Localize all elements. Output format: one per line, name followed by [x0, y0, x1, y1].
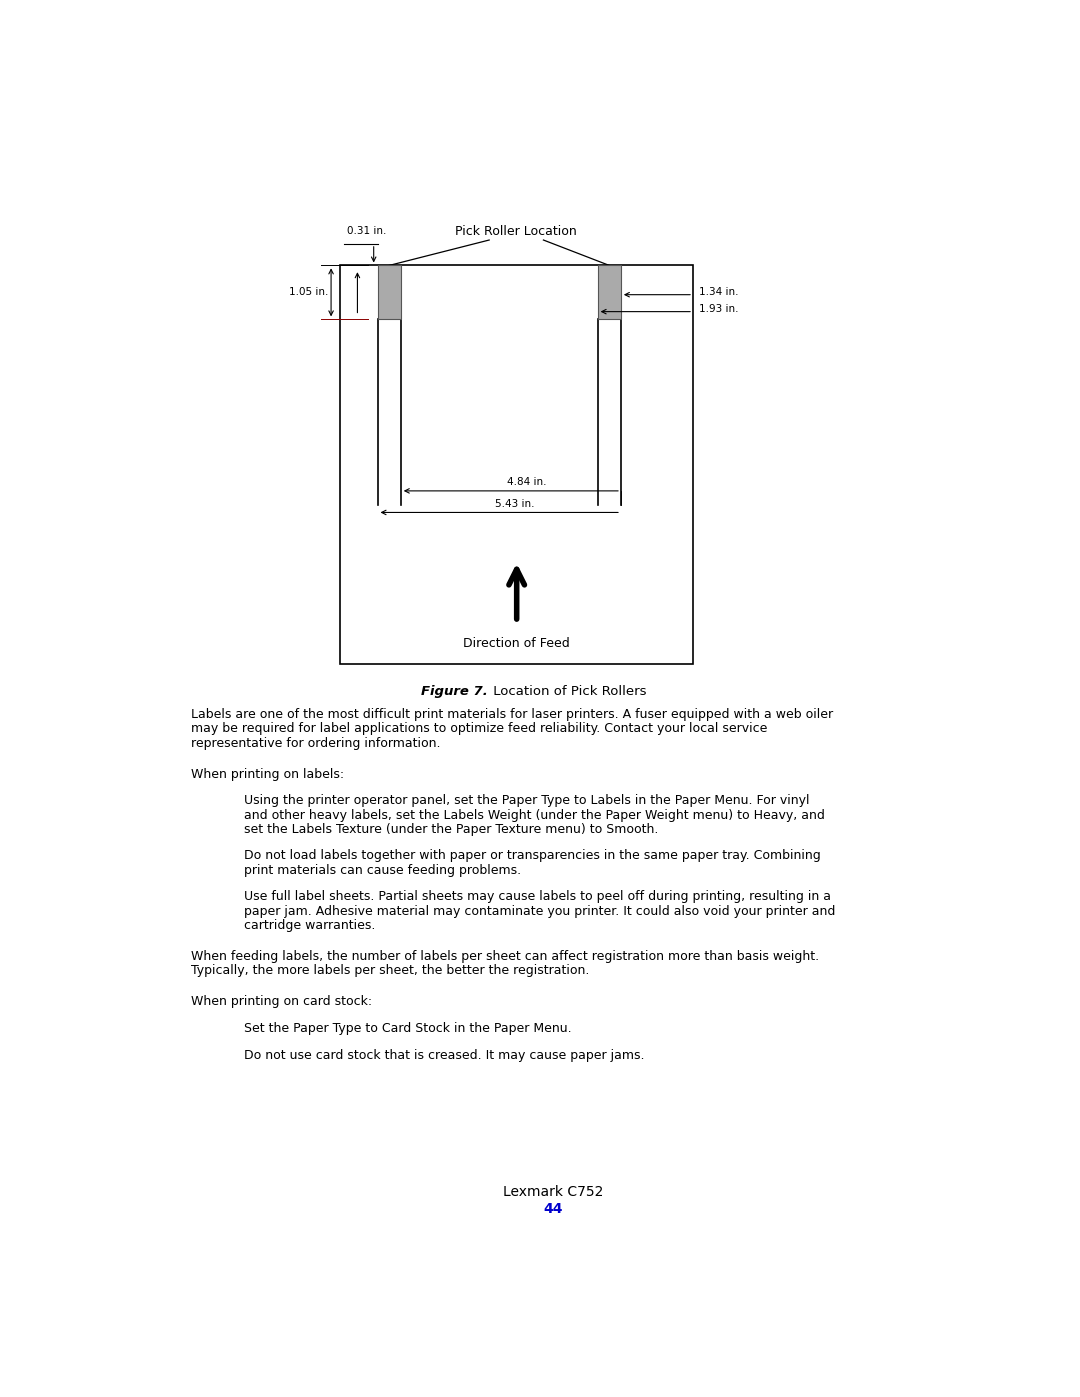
Text: representative for ordering information.: representative for ordering information.	[191, 736, 441, 750]
Text: Pick Roller Location: Pick Roller Location	[456, 225, 577, 239]
Text: Set the Paper Type to Card Stock in the Paper Menu.: Set the Paper Type to Card Stock in the …	[243, 1023, 571, 1035]
Text: Location of Pick Rollers: Location of Pick Rollers	[489, 685, 647, 698]
Text: Direction of Feed: Direction of Feed	[463, 637, 570, 651]
Text: When printing on labels:: When printing on labels:	[191, 768, 343, 781]
Text: Do not load labels together with paper or transparencies in the same paper tray.: Do not load labels together with paper o…	[243, 849, 820, 862]
Text: Figure 7.: Figure 7.	[421, 685, 488, 698]
Bar	[597, 265, 621, 320]
Text: may be required for label applications to optimize feed reliability. Contact you: may be required for label applications t…	[191, 722, 767, 735]
Text: When printing on card stock:: When printing on card stock:	[191, 996, 372, 1009]
Text: print materials can cause feeding problems.: print materials can cause feeding proble…	[243, 863, 521, 877]
Text: 4.84 in.: 4.84 in.	[507, 476, 546, 488]
Text: Labels are one of the most difficult print materials for laser printers. A fuser: Labels are one of the most difficult pri…	[191, 708, 833, 721]
Text: 0.31 in.: 0.31 in.	[347, 226, 387, 236]
Text: Use full label sheets. Partial sheets may cause labels to peel off during printi: Use full label sheets. Partial sheets ma…	[243, 890, 831, 904]
Text: Typically, the more labels per sheet, the better the registration.: Typically, the more labels per sheet, th…	[191, 964, 590, 978]
Text: Do not use card stock that is creased. It may cause paper jams.: Do not use card stock that is creased. I…	[243, 1049, 644, 1062]
Bar	[340, 265, 693, 665]
Text: 1.93 in.: 1.93 in.	[699, 305, 739, 314]
Text: Lexmark C752: Lexmark C752	[503, 1185, 604, 1199]
Text: 1.05 in.: 1.05 in.	[289, 288, 328, 298]
Text: paper jam. Adhesive material may contaminate you printer. It could also void you: paper jam. Adhesive material may contami…	[243, 904, 835, 918]
Text: cartridge warranties.: cartridge warranties.	[243, 919, 375, 932]
Text: 1.34 in.: 1.34 in.	[699, 288, 739, 298]
Text: When feeding labels, the number of labels per sheet can affect registration more: When feeding labels, the number of label…	[191, 950, 819, 963]
Text: set the Labels Texture (under the Paper Texture menu) to Smooth.: set the Labels Texture (under the Paper …	[243, 823, 658, 835]
Text: 5.43 in.: 5.43 in.	[495, 499, 535, 509]
Text: Using the printer operator panel, set the Paper Type to Labels in the Paper Menu: Using the printer operator panel, set th…	[243, 795, 809, 807]
Text: and other heavy labels, set the Labels Weight (under the Paper Weight menu) to H: and other heavy labels, set the Labels W…	[243, 809, 824, 821]
Text: 44: 44	[543, 1203, 564, 1217]
Bar	[378, 265, 401, 320]
